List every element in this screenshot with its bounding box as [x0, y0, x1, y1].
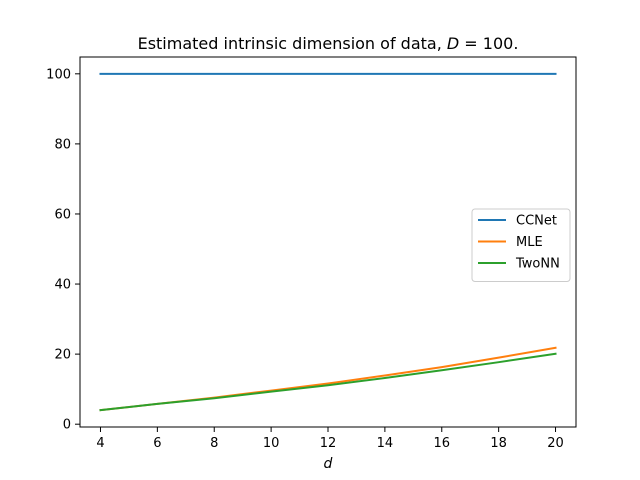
x-tick-label: 20 [547, 436, 564, 451]
legend-label-mle: MLE [516, 235, 543, 250]
y-tick-label: 60 [54, 207, 71, 222]
x-tick-label: 10 [263, 436, 280, 451]
legend: CCNet MLE TwoNN [471, 208, 571, 282]
chart-title-suffix: = 100. [459, 34, 518, 53]
chart-title: Estimated intrinsic dimension of data, D… [138, 34, 519, 53]
x-tick-label: 8 [210, 436, 218, 451]
series-layer [99, 72, 557, 412]
x-tick-label: 18 [490, 436, 507, 451]
chart-title-prefix: Estimated intrinsic dimension of data, [138, 34, 447, 53]
axes-layer: 4 6 8 10 12 14 16 18 20 0 20 40 60 80 100 [46, 56, 577, 451]
series-line-twonn [99, 352, 557, 412]
y-tick-label: 20 [54, 348, 71, 363]
y-tick-label: 0 [63, 418, 71, 433]
x-tick-label: 16 [433, 436, 450, 451]
legend-label-ccnet: CCNet [516, 214, 557, 229]
x-axis-label: d [324, 456, 333, 472]
chart-title-variable: D [447, 34, 459, 53]
x-tick-label: 14 [377, 436, 394, 451]
x-tick-label: 6 [153, 436, 161, 451]
y-tick-label: 80 [54, 137, 71, 152]
y-tick-label: 100 [46, 67, 71, 82]
legend-label-twonn: TwoNN [515, 257, 560, 272]
y-tick-label: 40 [54, 278, 71, 293]
x-tick-label: 12 [320, 436, 337, 451]
x-tick-label: 4 [96, 436, 104, 451]
